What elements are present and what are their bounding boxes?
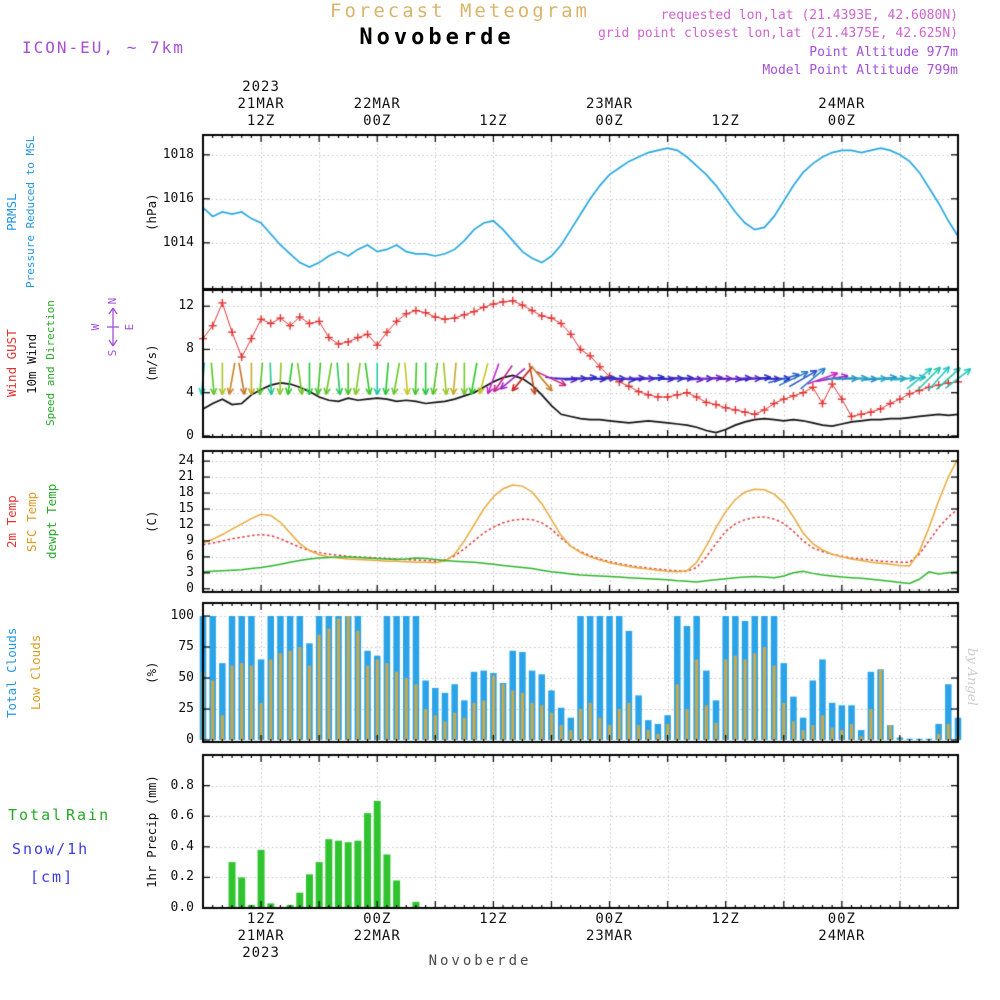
compass-n: N [106,298,119,305]
point-altitude: Point Altitude 977m [809,45,958,60]
y-tick-label: 1014 [162,234,194,250]
station-name: Novoberde [359,25,515,50]
compass-s: S [106,350,119,357]
time-label-top: 2023 21MAR 12Z [237,79,285,129]
compass-e: E [123,324,136,331]
y-tick-label: 1016 [162,190,194,206]
pressure-long-label: Pressure Reduced to MSL [24,135,37,289]
y-tick-label: 0.0 [170,900,194,915]
time-label-top: 23MAR 00Z [585,96,634,129]
y-tick-label: 1018 [162,146,194,162]
y-tick-label: 21 [178,469,194,485]
model-point-altitude: Model Point Altitude 799m [762,63,958,78]
total-rain-label-rain: Rain [66,806,111,824]
cm-unit-label: [cm] [30,868,75,886]
total-clouds-label: Total Clouds [4,627,19,718]
page-title: Forecast Meteogram [330,0,590,22]
y-tick-label: 50 [178,670,194,686]
speed-direction-label: Speed and Direction [44,300,57,427]
time-label-bottom: 12Z [479,911,508,927]
grid-point-coords: grid point closest lon,lat (21.4375E, 42… [597,26,958,41]
compass-w: W [89,323,102,330]
y-tick-label: 3 [186,564,194,580]
temp-2m-label: 2m Temp [4,495,19,548]
y-tick-label: 75 [178,639,194,655]
y-tick-label: 18 [178,485,194,501]
y-tick-label: 0.4 [170,838,194,854]
time-label-top: 12Z [711,113,740,129]
wind-gust-label: Wind GUST [4,329,19,398]
time-label-bottom: 00Z 22MAR [353,911,401,944]
requested-coords: requested lon,lat (21.4393E, 42.6080N) [660,8,958,23]
y-tick-label: 0.2 [170,869,194,885]
total-rain-label-total: Total [8,806,64,824]
y-tick-label: 0 [186,732,194,748]
snow-label: Snow/1h [12,840,90,858]
y-tick-label: 8 [186,341,194,357]
temp-dewpt-label: dewpt Temp [44,483,59,560]
time-label-top: 24MAR 00Z [818,96,866,129]
y-tick-label: 12 [178,516,194,532]
y-tick-label: 9 [186,532,194,548]
footer-station-name: Novoberde [428,953,532,969]
y-tick-label: 24 [178,453,194,469]
time-label-bottom: 00Z 23MAR [585,911,634,944]
time-label-bottom: 00Z 24MAR [818,911,866,944]
y-tick-label: 0.6 [170,808,194,824]
time-label-top: 22MAR 00Z [353,96,401,129]
time-label-top: 12Z [479,113,508,129]
y-tick-label: 15 [178,500,194,516]
y-tick-label: 6 [186,548,194,564]
temp-sfc-label: SFC Temp [24,491,39,552]
low-clouds-label: Low Clouds [28,634,43,711]
y-tick-label: 0 [186,580,194,596]
watermark: by Angel [964,648,979,706]
y-tick-label: 4 [186,384,194,400]
time-label-bottom: 12Z [711,911,740,927]
wind-compass-icon: N S W E [89,298,136,357]
y-tick-label: 0.8 [170,777,194,793]
model-label: ICON-EU, ~ 7km [22,38,185,57]
y-tick-label: 25 [178,701,194,717]
y-tick-label: 0 [186,427,194,443]
time-label-bottom: 12Z 21MAR 2023 [237,911,285,961]
wind-10m-label: 10m Wind [24,333,39,394]
y-tick-label: 100 [170,608,194,624]
prmsl-label: PRMSL [4,193,19,231]
y-tick-label: 12 [178,298,194,314]
